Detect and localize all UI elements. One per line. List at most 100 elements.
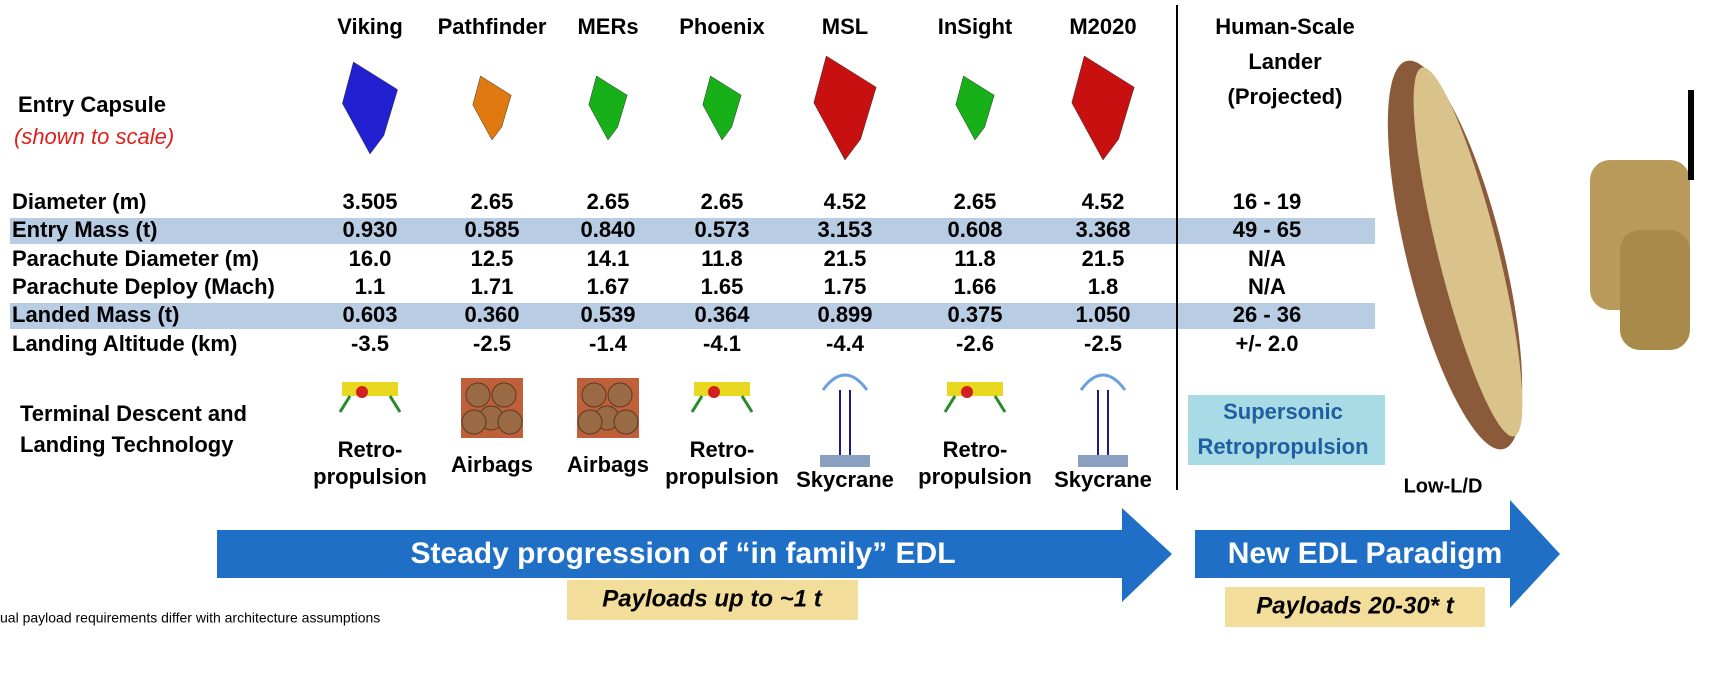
arrow-text: Steady progression of “in family” EDL: [410, 537, 955, 570]
terminal-label: Terminal Descent and: [20, 401, 247, 426]
cell: 2.65: [701, 189, 744, 214]
tech-name: Airbags: [567, 452, 649, 477]
page: {"header": {"entry_capsule": "Entry Caps…: [0, 0, 1711, 686]
cell: 2.65: [587, 189, 630, 214]
cell: 0.573: [694, 217, 749, 242]
tech-name: propulsion: [313, 464, 427, 489]
cell: -2.5: [473, 331, 511, 356]
tech-icon: [742, 396, 752, 412]
cell: 12.5: [471, 246, 514, 271]
cell: -2.6: [956, 331, 994, 356]
cell: 26 - 36: [1233, 302, 1302, 327]
capsule: [342, 62, 397, 154]
cell: 3.505: [342, 189, 397, 214]
cell: 14.1: [587, 246, 630, 271]
cell: 0.375: [947, 302, 1002, 327]
projected-title: (Projected): [1228, 84, 1343, 109]
payload-text: Payloads 20-30* t: [1256, 592, 1454, 619]
cell: 2.65: [471, 189, 514, 214]
cell: -4.1: [703, 331, 741, 356]
tech-icon: [995, 396, 1005, 412]
capsule: [473, 76, 511, 140]
cell: 0.840: [580, 217, 635, 242]
tech-icon: [1081, 375, 1125, 390]
cell: -2.5: [1084, 331, 1122, 356]
scale-note: (shown to scale): [14, 124, 174, 149]
cell: 3.153: [817, 217, 872, 242]
tech-icon: [608, 383, 632, 407]
tech-icon: [498, 410, 522, 434]
projected-tech: Retropropulsion: [1197, 434, 1368, 459]
cell: 1.1: [355, 274, 386, 299]
tech-name: Retro-: [690, 437, 755, 462]
projected-title: Human-Scale: [1215, 14, 1354, 39]
cell: 0.360: [464, 302, 519, 327]
cell: N/A: [1248, 274, 1286, 299]
cell: 4.52: [824, 189, 867, 214]
cell: 0.603: [342, 302, 397, 327]
tech-icon: [356, 386, 368, 398]
capsule: [1072, 56, 1134, 160]
tech-icon: [961, 386, 973, 398]
cell: 21.5: [824, 246, 867, 271]
tech-name: Airbags: [451, 452, 533, 477]
tech-icon: [694, 382, 750, 396]
row-label: Landed Mass (t): [12, 302, 179, 327]
capsule: [589, 76, 627, 140]
cell: -4.4: [826, 331, 865, 356]
slide: Entry Capsule (shown to scale) Viking Pathf…: [0, 0, 1711, 686]
payload-text: Payloads up to ~1 t: [602, 585, 822, 612]
tech-icon: [692, 396, 702, 412]
cell: 11.8: [954, 246, 996, 271]
cell: 3.368: [1075, 217, 1130, 242]
cell: N/A: [1248, 246, 1286, 271]
projected-title: Lander: [1248, 49, 1322, 74]
cell: 0.899: [817, 302, 872, 327]
capsule: [703, 76, 741, 140]
cell: 49 - 65: [1233, 217, 1302, 242]
mission-name: Pathfinder: [438, 14, 547, 39]
cell: 4.52: [1082, 189, 1125, 214]
cell: 0.364: [694, 302, 750, 327]
tech-icon: [340, 396, 350, 412]
tech-icon: [466, 383, 490, 407]
tech-name: Retro-: [943, 437, 1008, 462]
cell: 21.5: [1082, 246, 1125, 271]
cell: 0.608: [947, 217, 1002, 242]
lander-illustration: [1360, 49, 1694, 460]
tech-icon: [390, 396, 400, 412]
cell: +/- 2.0: [1236, 331, 1299, 356]
tech-icon: [614, 410, 638, 434]
tech-name: propulsion: [665, 464, 779, 489]
mission-name: MSL: [822, 14, 868, 39]
projected-tech: Supersonic: [1223, 399, 1343, 424]
tech-icon: [823, 375, 867, 390]
cell: -3.5: [351, 331, 389, 356]
mission-name: Viking: [337, 14, 403, 39]
entry-capsule-label: Entry Capsule: [18, 92, 166, 117]
tech-icon: [820, 455, 870, 467]
cell: 1.050: [1075, 302, 1130, 327]
row-label: Entry Mass (t): [12, 217, 157, 242]
tech-icon: [708, 386, 720, 398]
cell: 1.75: [824, 274, 867, 299]
row-label: Parachute Deploy (Mach): [12, 274, 275, 299]
mission-name: Phoenix: [679, 14, 765, 39]
cell: 1.65: [701, 274, 744, 299]
cell: 16 - 19: [1233, 189, 1302, 214]
cell: 0.930: [342, 217, 397, 242]
tech-icon: [945, 396, 955, 412]
tech-icon: [342, 382, 398, 396]
capsule: [814, 56, 876, 160]
cell: 2.65: [954, 189, 997, 214]
mission-name: MERs: [577, 14, 638, 39]
tech-name: propulsion: [918, 464, 1032, 489]
mission-name: InSight: [938, 14, 1013, 39]
row-label: Parachute Diameter (m): [12, 246, 259, 271]
row-band: [10, 303, 1375, 329]
row-label: Diameter (m): [12, 189, 146, 214]
tech-icon: [492, 383, 516, 407]
cell: -1.4: [589, 331, 628, 356]
cell: 11.8: [701, 246, 743, 271]
cell: 0.585: [464, 217, 519, 242]
